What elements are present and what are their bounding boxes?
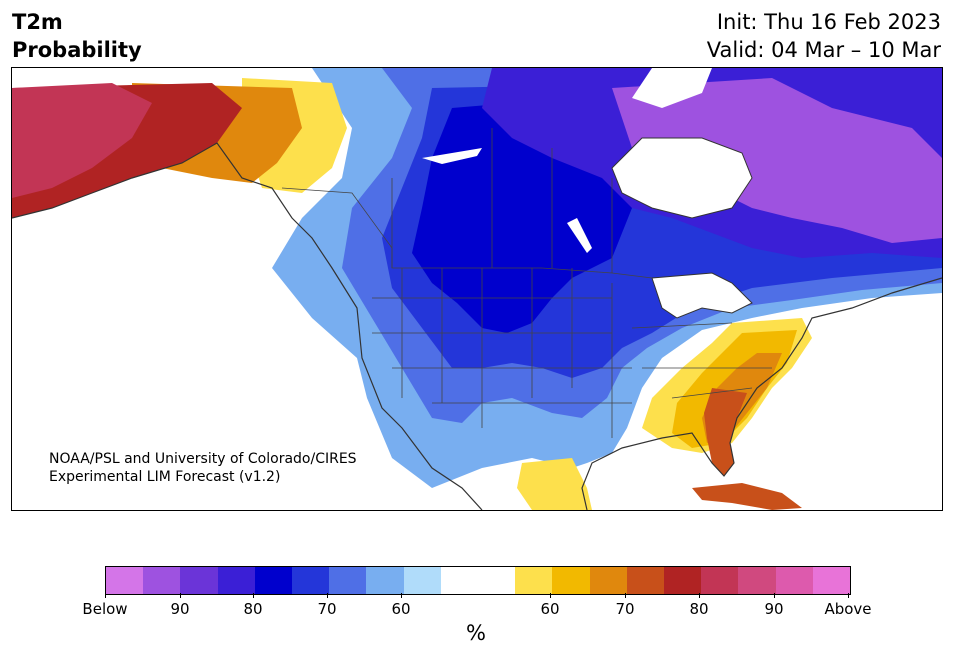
above-80-cuba	[692, 483, 802, 510]
colorbar-tick-label: 80	[689, 600, 709, 618]
colorbar-tick-mark	[848, 593, 849, 598]
colorbar-segment	[403, 567, 441, 594]
credit-line-2: Experimental LIM Forecast (v1.2)	[49, 469, 281, 485]
init-date: Init: Thu 16 Feb 2023	[716, 10, 941, 34]
colorbar-segment	[366, 567, 404, 594]
colorbar-segment	[329, 567, 367, 594]
colorbar-segment	[626, 567, 665, 594]
colorbar-tick-mark	[180, 593, 181, 598]
colorbar-segment	[143, 567, 181, 594]
colorbar-segment	[701, 567, 739, 594]
forecast-map	[11, 67, 943, 511]
colorbar-tick-mark	[401, 593, 402, 598]
colorbar-tick-mark	[550, 593, 551, 598]
arctic-water	[632, 68, 712, 108]
above-80-florida	[704, 388, 747, 476]
colorbar-segment	[217, 567, 255, 594]
colorbar-segment	[775, 567, 813, 594]
map-title: T2m Probability	[12, 8, 142, 64]
credit-line-1: NOAA/PSL and University of Colorado/CIRE…	[49, 451, 357, 467]
colorbar-tick-label: 90	[764, 600, 784, 618]
colorbar-tick-label: Above	[824, 600, 872, 618]
colorbar-segment	[812, 567, 851, 594]
colorbar-segment	[440, 567, 479, 594]
colorbar-segment	[478, 567, 516, 594]
colorbar-tick-mark	[699, 593, 700, 598]
colorbar-segment	[106, 567, 144, 594]
east-coastline	[581, 277, 942, 510]
colorbar-tick-mark	[253, 593, 254, 598]
coastline	[12, 142, 483, 510]
colorbar-segment	[254, 567, 293, 594]
colorbar-segment	[180, 567, 218, 594]
quantity-label: Probability	[12, 38, 142, 62]
colorbar-tick-label: 70	[317, 600, 337, 618]
valid-range: Valid: 04 Mar – 10 Mar	[706, 38, 941, 62]
colorbar-segment	[552, 567, 590, 594]
colorbar-tick-mark	[625, 593, 626, 598]
colorbar-tick-label: 90	[170, 600, 190, 618]
colorbar-segment	[292, 567, 330, 594]
below-90-region	[612, 78, 942, 243]
above-90-alaska	[12, 83, 152, 198]
hudson-bay	[611, 137, 753, 219]
colorbar-tick-label: Below	[82, 600, 128, 618]
colorbar-tick-label: 60	[391, 600, 411, 618]
colorbar-tick-mark	[327, 593, 328, 598]
map-canvas	[12, 68, 942, 510]
lake-winnipeg	[567, 218, 592, 253]
colorbar-tick-label: 80	[243, 600, 263, 618]
colorbar-unit: %	[466, 621, 486, 645]
colorbar-segment	[738, 567, 776, 594]
great-lakes	[651, 272, 753, 319]
colorbar-tick-mark	[105, 593, 106, 598]
variable-label: T2m	[12, 10, 63, 34]
credit-text: NOAA/PSL and University of Colorado/CIRE…	[49, 450, 357, 486]
great-slave-lake	[422, 148, 482, 164]
above-60-mexico	[517, 458, 592, 510]
colorbar-tick-label: 60	[540, 600, 560, 618]
colorbar-segment	[664, 567, 702, 594]
colorbar	[105, 566, 851, 595]
colorbar-segment	[515, 567, 553, 594]
colorbar-tick-label: 70	[615, 600, 635, 618]
colorbar-tick-mark	[774, 593, 775, 598]
date-info: Init: Thu 16 Feb 2023 Valid: 04 Mar – 10…	[707, 8, 941, 64]
colorbar-segment	[589, 567, 627, 594]
borders	[281, 128, 772, 438]
